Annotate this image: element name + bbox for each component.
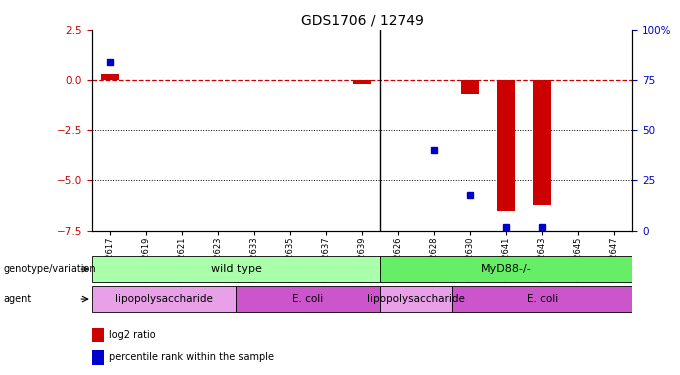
Bar xyxy=(461,80,479,94)
Bar xyxy=(380,256,632,282)
Bar xyxy=(92,286,236,312)
Bar xyxy=(92,256,380,282)
Bar xyxy=(92,328,104,342)
Text: E. coli: E. coli xyxy=(292,294,324,304)
Text: MyD88-/-: MyD88-/- xyxy=(481,264,532,274)
Bar xyxy=(101,74,119,80)
Text: agent: agent xyxy=(3,294,32,304)
Text: percentile rank within the sample: percentile rank within the sample xyxy=(109,352,274,362)
Bar xyxy=(452,286,632,312)
Bar xyxy=(497,80,515,211)
Text: lipopolysaccharide: lipopolysaccharide xyxy=(115,294,213,304)
Bar xyxy=(353,80,371,84)
Bar xyxy=(380,286,452,312)
Title: GDS1706 / 12749: GDS1706 / 12749 xyxy=(301,13,424,27)
Text: genotype/variation: genotype/variation xyxy=(3,264,96,274)
Text: log2 ratio: log2 ratio xyxy=(109,330,156,340)
Bar xyxy=(236,286,380,312)
Text: lipopolysaccharide: lipopolysaccharide xyxy=(367,294,465,304)
Text: wild type: wild type xyxy=(211,264,261,274)
Bar xyxy=(92,350,104,364)
Text: E. coli: E. coli xyxy=(527,294,558,304)
Bar xyxy=(533,80,551,204)
